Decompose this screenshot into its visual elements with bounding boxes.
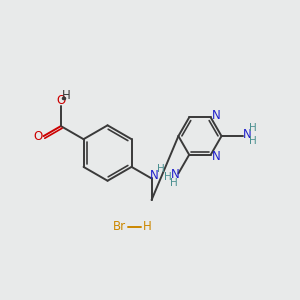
Text: N: N bbox=[212, 110, 220, 122]
Text: Br: Br bbox=[112, 220, 126, 233]
Text: N: N bbox=[212, 150, 220, 163]
Text: H: H bbox=[142, 220, 151, 233]
Text: H: H bbox=[62, 89, 70, 102]
Text: O: O bbox=[34, 130, 43, 142]
Text: H: H bbox=[249, 136, 257, 146]
Text: N: N bbox=[242, 128, 251, 141]
Text: H: H bbox=[157, 164, 165, 174]
Text: N: N bbox=[171, 169, 180, 182]
Text: N: N bbox=[150, 169, 159, 182]
Text: H: H bbox=[249, 123, 257, 134]
Text: O: O bbox=[56, 94, 65, 107]
Text: H: H bbox=[164, 172, 172, 182]
Text: H: H bbox=[170, 178, 178, 188]
